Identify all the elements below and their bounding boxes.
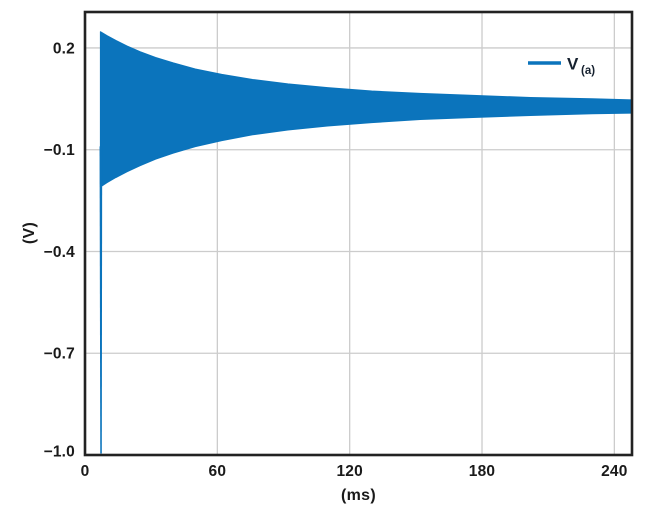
x-tick-label: 0	[81, 463, 90, 480]
y-tick-label: −0.1	[44, 142, 76, 159]
y-tick-label: −1.0	[44, 444, 75, 461]
legend-label: V	[567, 55, 579, 74]
x-tick-label: 240	[601, 463, 627, 480]
x-tick-label: 120	[336, 463, 362, 480]
x-axis-title: (ms)	[341, 487, 376, 504]
y-tick-label: −0.4	[44, 244, 76, 261]
x-tick-label: 60	[209, 463, 227, 480]
y-tick-label: 0.2	[53, 40, 75, 57]
y-tick-label: −0.7	[44, 346, 75, 363]
y-axis-title: (V)	[21, 221, 38, 245]
legend-label-subscript: (a)	[581, 65, 595, 77]
startup-spike	[99, 146, 103, 454]
plot-frame	[83, 10, 634, 457]
x-tick-label: 180	[469, 463, 495, 480]
waveform-band	[99, 31, 633, 188]
